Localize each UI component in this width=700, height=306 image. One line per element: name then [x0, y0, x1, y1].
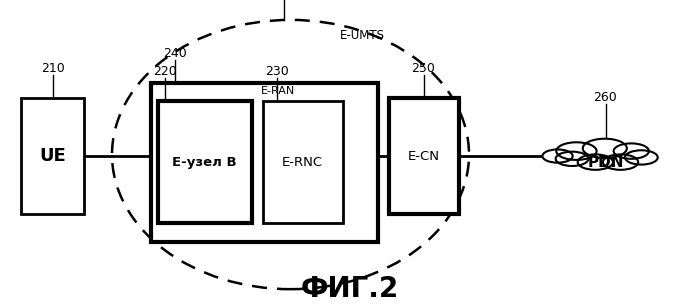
Circle shape	[578, 155, 613, 170]
Text: 220: 220	[153, 65, 176, 78]
Text: PDN: PDN	[587, 155, 624, 170]
Circle shape	[625, 150, 658, 165]
Circle shape	[614, 144, 649, 159]
Text: E-UMTS: E-UMTS	[340, 29, 384, 42]
Bar	[21, 98, 84, 214]
Text: E-CN: E-CN	[407, 150, 440, 162]
Circle shape	[542, 149, 573, 163]
Text: 230: 230	[265, 65, 288, 78]
Circle shape	[582, 139, 626, 158]
Text: UE: UE	[39, 147, 66, 165]
Text: E-RNC: E-RNC	[282, 156, 323, 169]
Bar	[389, 98, 459, 214]
Circle shape	[603, 155, 638, 170]
Circle shape	[556, 152, 589, 166]
Text: 250: 250	[412, 62, 435, 75]
Bar	[262, 101, 343, 223]
Text: 240: 240	[163, 47, 187, 60]
Bar	[150, 83, 378, 242]
Text: E-узел B: E-узел B	[172, 156, 237, 169]
Text: E-RAN: E-RAN	[261, 86, 295, 96]
Bar	[158, 101, 252, 223]
Text: ФИГ.2: ФИГ.2	[301, 275, 399, 303]
Circle shape	[556, 142, 596, 160]
Text: 210: 210	[41, 62, 64, 75]
Text: 260: 260	[594, 91, 617, 104]
